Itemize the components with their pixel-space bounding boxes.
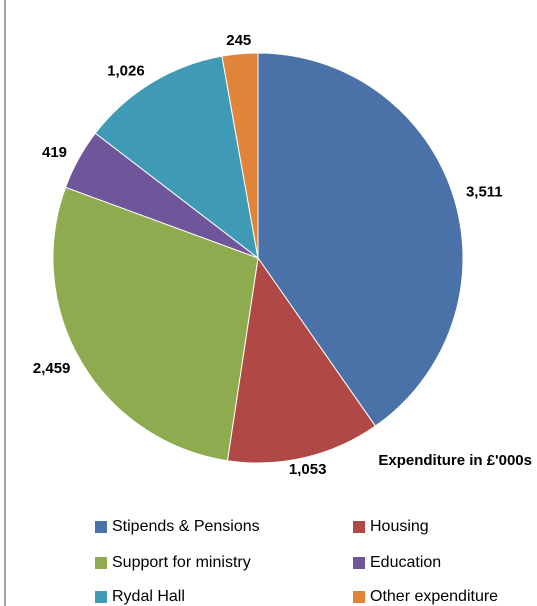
legend-swatch [95,521,107,533]
legend-label: Rydal Hall [112,588,185,605]
data-label: 3,511 [466,184,503,201]
legend-swatch [353,521,365,533]
data-label: 245 [226,32,251,49]
legend-label: Other expenditure [370,588,498,605]
annotation: Expenditure in £'000s [378,452,532,469]
legend-label: Education [370,554,441,571]
data-label: 2,459 [33,360,71,377]
legend-label: Stipends & Pensions [112,518,260,535]
pie-slice [52,186,259,462]
legend-swatch [353,591,365,603]
legend-label: Support for ministry [112,554,251,571]
data-label: 1,053 [289,461,327,478]
pie-slice [257,52,464,427]
pie-slice [226,256,377,464]
legend-swatch [353,557,365,569]
data-label: 419 [42,144,67,161]
pie-slice [94,55,259,260]
legend-swatch [95,591,107,603]
legend-swatch [95,557,107,569]
data-label: 1,026 [107,63,145,80]
legend-label: Housing [370,518,429,535]
pie-slice [221,52,259,259]
